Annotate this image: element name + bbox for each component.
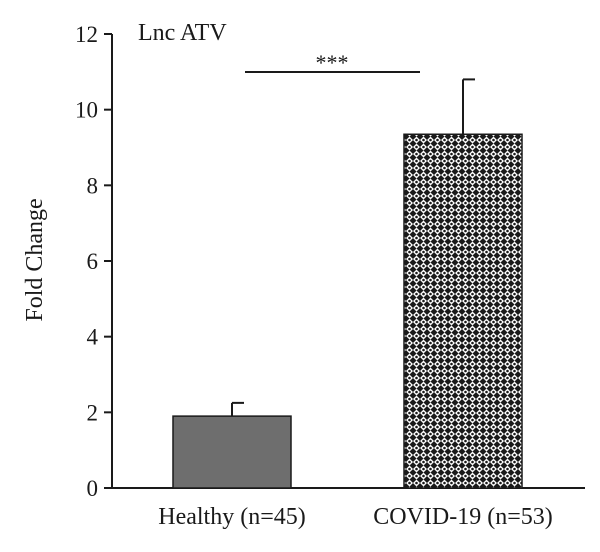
y-axis-title: Fold Change (22, 198, 48, 321)
significance-label: *** (316, 50, 349, 75)
y-tick-label: 10 (75, 98, 98, 123)
chart-title: Lnc ATV (138, 20, 227, 46)
y-tick-label: 6 (87, 249, 99, 274)
y-tick-label: 8 (87, 173, 99, 198)
y-tick-label: 0 (87, 476, 99, 501)
bar-covid-19 (403, 133, 523, 489)
significance-annotation: *** (245, 50, 420, 75)
error-bars (231, 78, 475, 417)
y-tick-label: 12 (75, 22, 98, 47)
bar-healthy (172, 415, 292, 489)
y-tick-label: 4 (87, 325, 99, 350)
bars (172, 133, 523, 489)
y-tick-label: 2 (87, 400, 99, 425)
x-category-label: Healthy (n=45) (158, 504, 306, 530)
x-category-label: COVID-19 (n=53) (373, 504, 553, 530)
labels: 0 2 4 6 8 10 12 Healthy (n=45) COVID-19 (n=53) (75, 22, 553, 530)
